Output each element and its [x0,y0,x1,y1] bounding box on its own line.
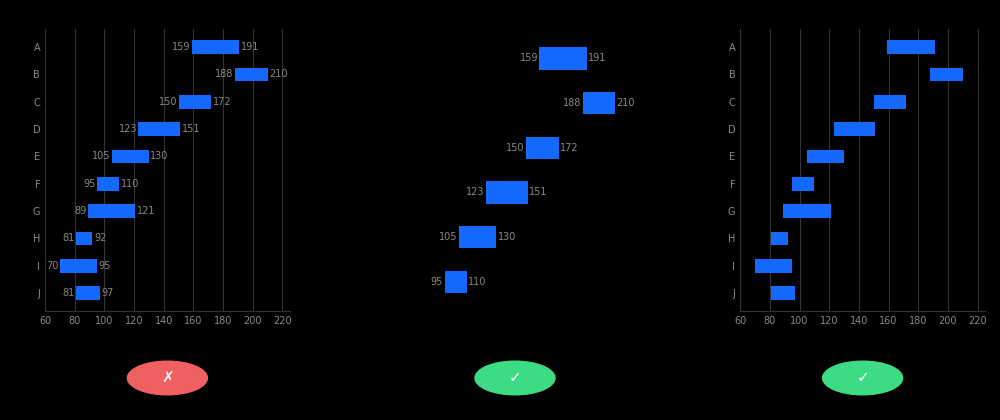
Text: 172: 172 [213,97,231,107]
Bar [834,122,875,136]
Bar [88,204,135,218]
Bar [459,226,496,248]
Text: 159: 159 [519,53,538,63]
Text: 92: 92 [94,234,106,244]
Text: 95: 95 [431,277,443,287]
Bar [192,40,239,54]
Bar [76,231,92,245]
Bar [771,286,795,300]
Text: 89: 89 [74,206,87,216]
Text: 210: 210 [269,69,288,79]
Bar [138,122,180,136]
Text: 130: 130 [498,232,516,242]
Text: 188: 188 [215,69,233,79]
Text: 123: 123 [466,187,485,197]
Bar [76,286,100,300]
Bar [486,181,528,204]
Bar [179,95,211,109]
Text: 110: 110 [121,179,139,189]
Bar [112,150,149,163]
Text: 81: 81 [62,234,75,244]
Bar [887,40,935,54]
Bar [60,259,97,273]
Text: 191: 191 [588,53,607,63]
Text: 97: 97 [101,288,114,298]
Text: 81: 81 [62,288,75,298]
Text: 110: 110 [468,277,487,287]
Text: ✓: ✓ [856,370,869,386]
Bar [755,259,792,273]
Text: 123: 123 [118,124,137,134]
Text: 159: 159 [172,42,190,52]
Text: 121: 121 [137,206,155,216]
Bar [583,92,615,114]
Bar [445,270,467,293]
Bar [930,68,963,81]
Text: ✓: ✓ [509,370,521,386]
Text: 95: 95 [83,179,95,189]
Text: 95: 95 [98,261,111,271]
Text: 210: 210 [617,98,635,108]
Bar [526,136,559,159]
Text: ✗: ✗ [161,370,174,386]
Bar [97,177,119,191]
Bar [792,177,814,191]
Text: 130: 130 [150,152,169,161]
Bar [807,150,844,163]
Text: 188: 188 [563,98,581,108]
Bar [539,47,587,70]
Text: 151: 151 [181,124,200,134]
Bar [874,95,906,109]
Text: 151: 151 [529,187,548,197]
Text: 172: 172 [560,143,579,153]
Bar [771,231,788,245]
Text: 150: 150 [159,97,177,107]
Text: 70: 70 [46,261,58,271]
Text: 105: 105 [92,152,110,161]
Text: 191: 191 [241,42,259,52]
Bar [235,68,268,81]
Text: 150: 150 [506,143,525,153]
Text: 105: 105 [439,232,458,242]
Bar [783,204,831,218]
